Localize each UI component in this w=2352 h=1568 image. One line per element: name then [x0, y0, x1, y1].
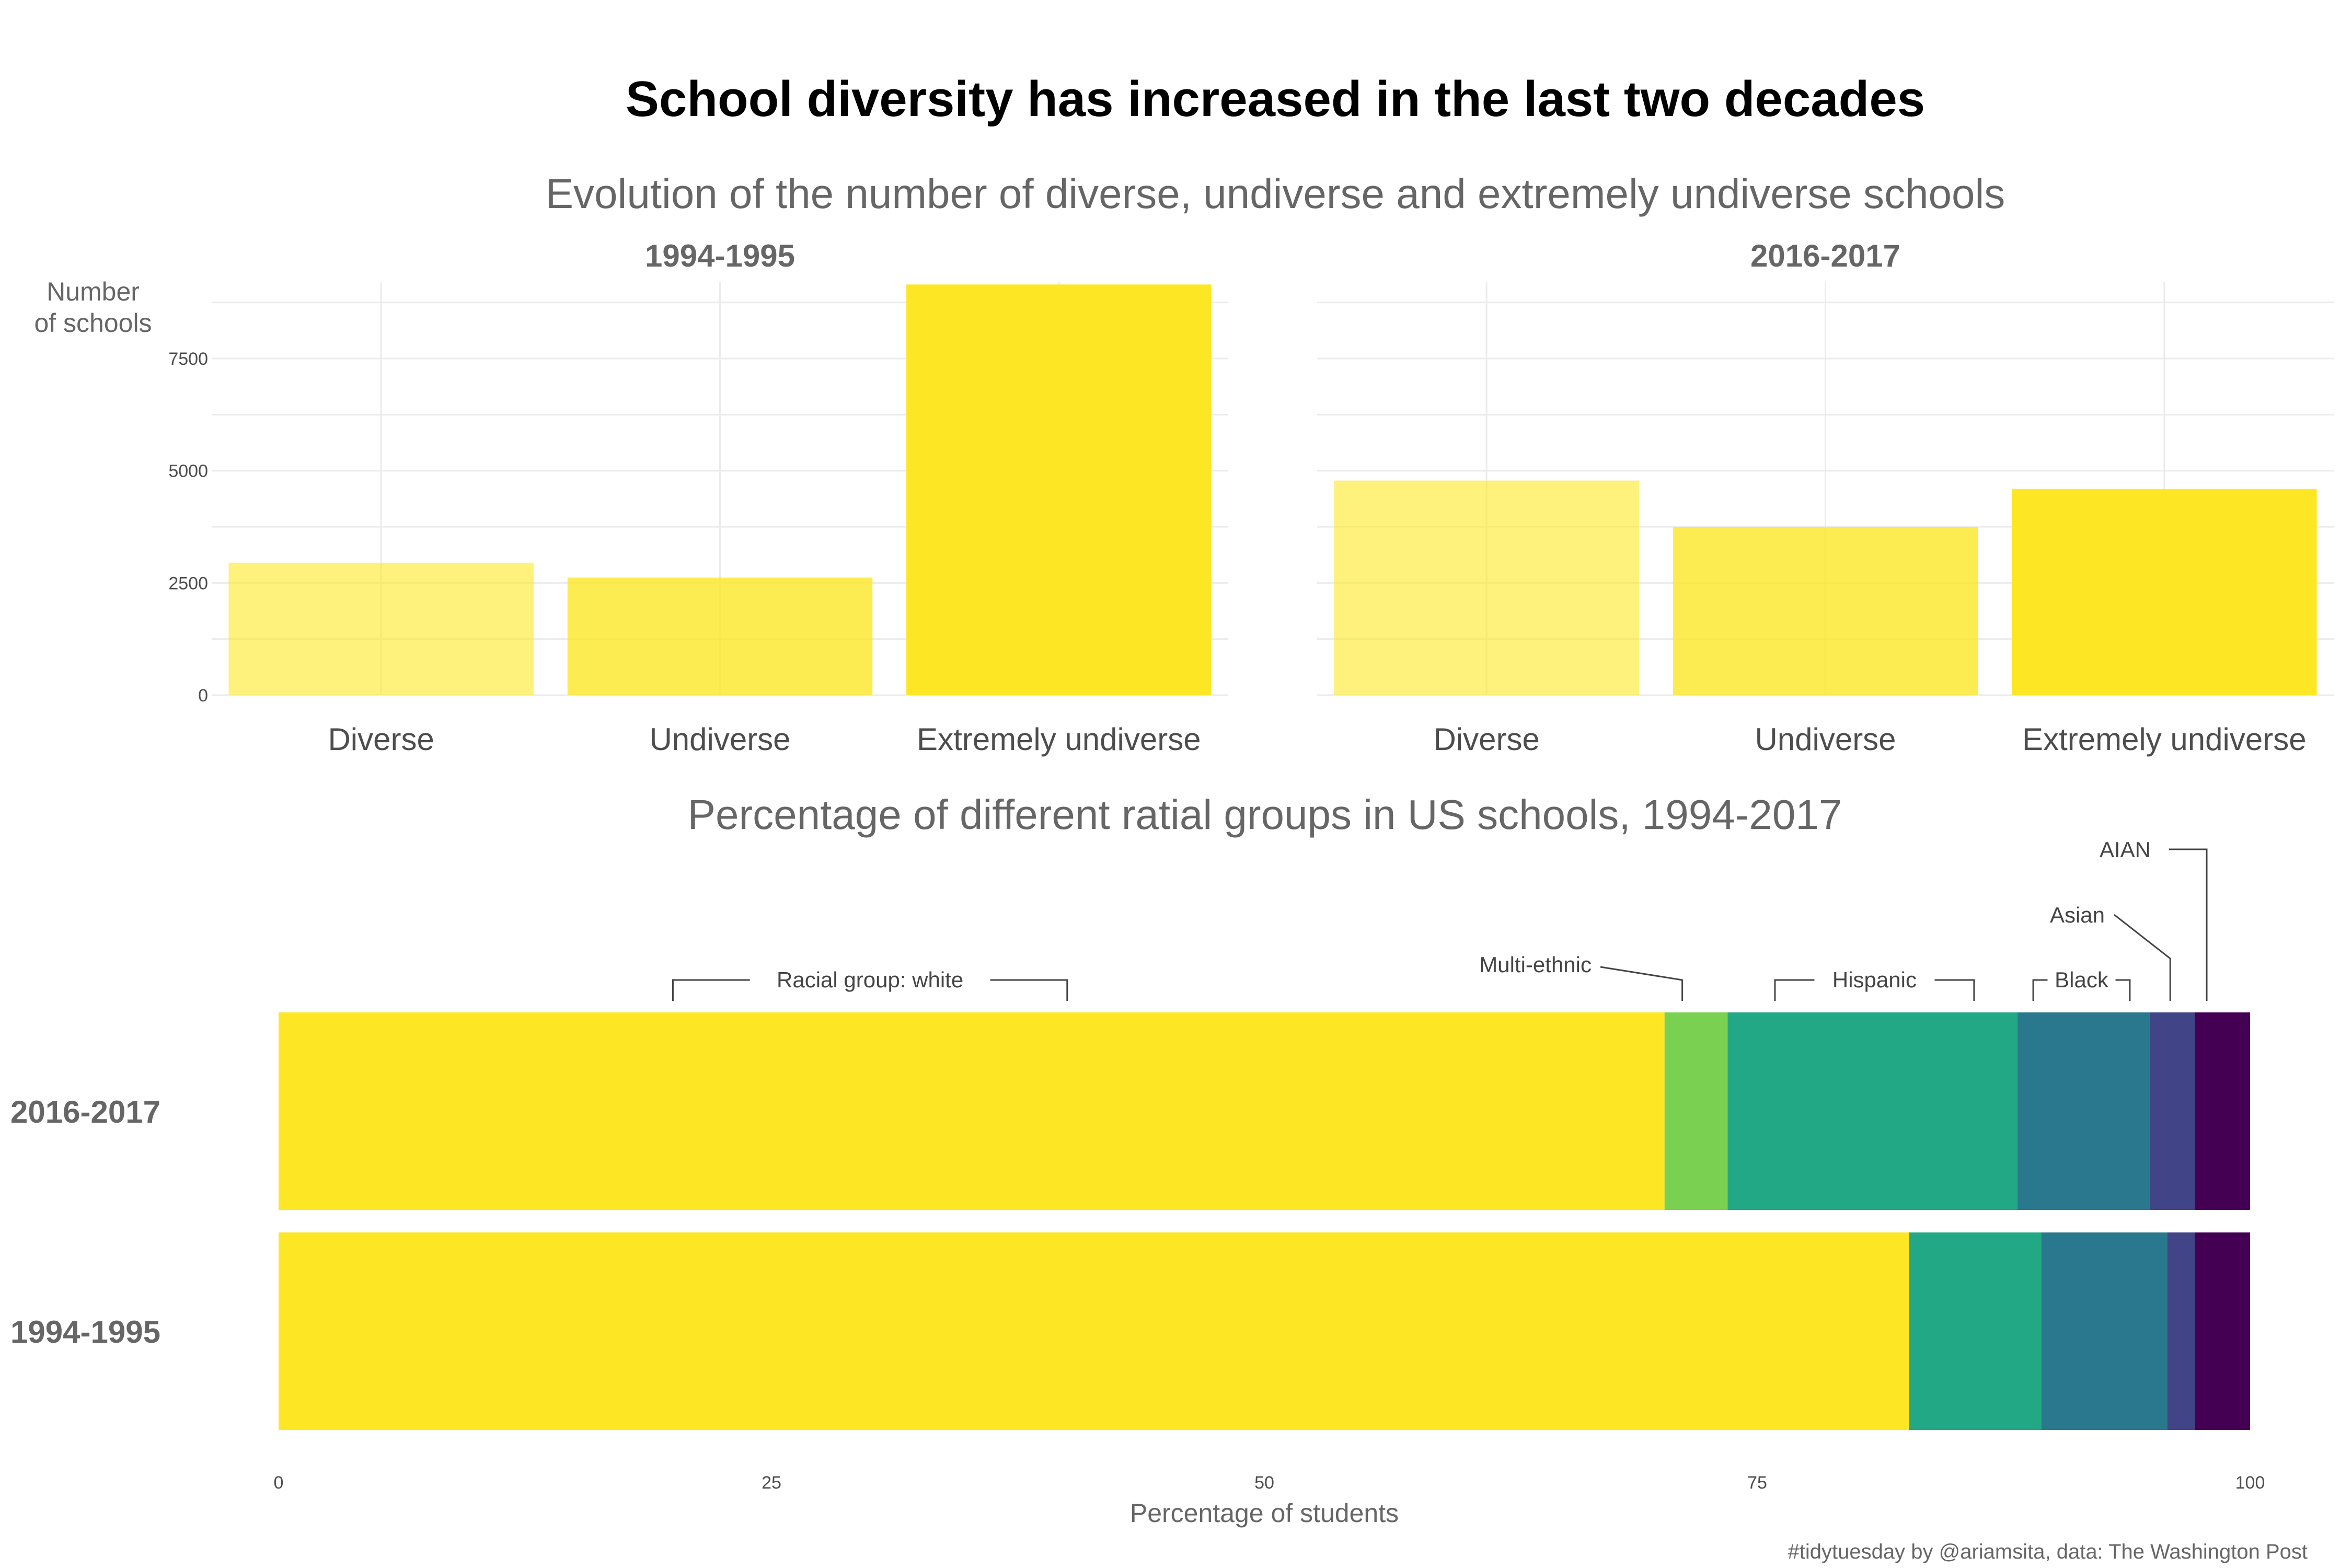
panel-1994-1995: 1994-1995 Diverse Undiverse Extremely undiv…	[212, 238, 1228, 757]
top-y-tick-label: 5000	[168, 462, 208, 481]
segment-hispanic	[1909, 1232, 2042, 1430]
caption: #tidytuesday by @ariamsita, data: The Wa…	[1788, 1540, 2308, 1563]
annotation-label-multi-ethnic: Multi-ethnic	[1479, 952, 1592, 977]
x-tick-label: Diverse	[328, 722, 434, 757]
top-y-tick-label: 2500	[168, 573, 208, 593]
x-tick-label: Extremely undiverse	[917, 722, 1201, 757]
bar-diverse	[1334, 480, 1639, 695]
segment-multi-ethnic	[1664, 1012, 1728, 1210]
annotation-leader	[1600, 966, 1684, 1001]
row-2016-2017: 2016-2017	[10, 1012, 2250, 1210]
bottom-title: Percentage of different ratial groups in…	[688, 791, 1842, 838]
annotation-label-hispanic: Hispanic	[1832, 967, 1917, 992]
bar-undiverse	[567, 578, 873, 695]
top-y-tick-label: 0	[198, 686, 208, 706]
annotation-label-asian: Asian	[2050, 903, 2105, 927]
bar-undiverse	[1673, 526, 1978, 695]
panel-2016-2017: 2016-2017 Diverse Undiverse Extremely undiv…	[1317, 238, 2334, 757]
annotation-label-aian: AIAN	[2100, 837, 2151, 862]
annotation-label-racial-group-white: Racial group: white	[777, 967, 963, 992]
annotation-bracket	[2032, 979, 2131, 1001]
x-tick-label: Diverse	[1433, 722, 1539, 757]
segment-racial-group-white	[279, 1232, 1909, 1430]
top-subtitle: Evolution of the number of diverse, undi…	[546, 170, 2005, 217]
x-tick-label: Undiverse	[1755, 722, 1896, 757]
x-tick-label: Extremely undiverse	[2022, 722, 2307, 757]
top-bar-chart: Number of schools 0 2500 5000 7500 1994-1995 Di…	[34, 238, 2334, 757]
bar-diverse	[228, 562, 534, 695]
x-tick-label: 25	[762, 1473, 781, 1493]
top-y-tick-label: 7500	[168, 349, 208, 369]
segment-aian	[2195, 1012, 2250, 1210]
segment-hispanic	[1727, 1012, 2017, 1210]
x-tick-label: 0	[274, 1473, 284, 1493]
bar-extremely-undiverse	[906, 284, 1212, 695]
top-y-axis-label: Number of schools	[34, 277, 152, 338]
x-tick-label: 50	[1254, 1473, 1274, 1493]
stacked-bar-chart: 2016-2017 1994-1995 0 25 50 75 100 Percentage o…	[10, 837, 2265, 1528]
segment-asian	[2167, 1232, 2195, 1430]
x-tick-label: 100	[2235, 1473, 2265, 1493]
annotation-label-black: Black	[2055, 967, 2109, 992]
segment-racial-group-white	[279, 1012, 1665, 1210]
y-tick-label: 1994-1995	[10, 1315, 160, 1350]
x-tick-label: 75	[1747, 1473, 1767, 1493]
panel-title: 2016-2017	[1750, 238, 1900, 273]
annotations: Racial group: white Hispanic Black Multi-et…	[672, 837, 2208, 1001]
x-tick-label: Undiverse	[649, 722, 790, 757]
segment-black	[2017, 1012, 2150, 1210]
segment-aian	[2195, 1232, 2250, 1430]
annotation-leader	[2169, 848, 2208, 1001]
y-tick-label: 2016-2017	[10, 1094, 160, 1129]
annotation-bracket	[1774, 979, 1975, 1001]
annotation-leader	[2114, 914, 2171, 1001]
annotation-bracket	[672, 979, 1068, 1001]
main-title: School diversity has increased in the la…	[626, 71, 1925, 127]
x-axis-label: Percentage of students	[1130, 1498, 1399, 1528]
row-1994-1995: 1994-1995	[10, 1232, 2250, 1430]
bar-extremely-undiverse	[2012, 489, 2317, 695]
segment-black	[2041, 1232, 2167, 1430]
panel-title: 1994-1995	[645, 238, 795, 273]
segment-asian	[2149, 1012, 2195, 1210]
